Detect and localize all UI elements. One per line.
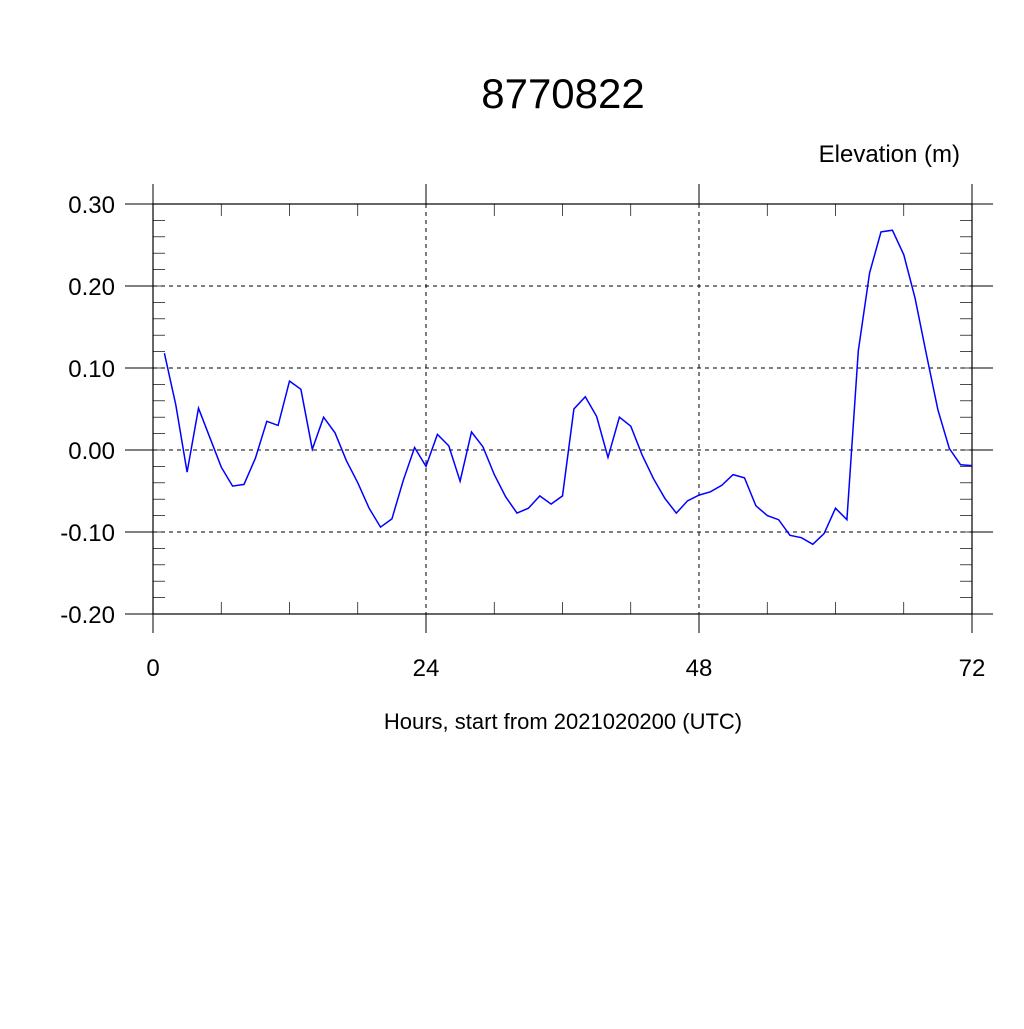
x-tick-label: 72 [959, 655, 986, 682]
elevation-line [164, 230, 972, 544]
y-tick-label: 0.00 [68, 438, 115, 465]
y-axis-label: Elevation (m) [819, 141, 960, 168]
x-tick-label: 48 [686, 655, 713, 682]
y-tick-label: -0.10 [60, 520, 115, 547]
x-tick-label: 24 [413, 655, 440, 682]
y-tick-label: 0.30 [68, 192, 115, 219]
y-tick-label: -0.20 [60, 602, 115, 629]
chart-title: 8770822 [481, 70, 645, 117]
x-axis-label: Hours, start from 2021020200 (UTC) [384, 709, 742, 734]
x-tick-label: 0 [146, 655, 159, 682]
y-tick-label: 0.10 [68, 356, 115, 383]
plot-frame [153, 204, 972, 614]
y-tick-label: 0.20 [68, 274, 115, 301]
